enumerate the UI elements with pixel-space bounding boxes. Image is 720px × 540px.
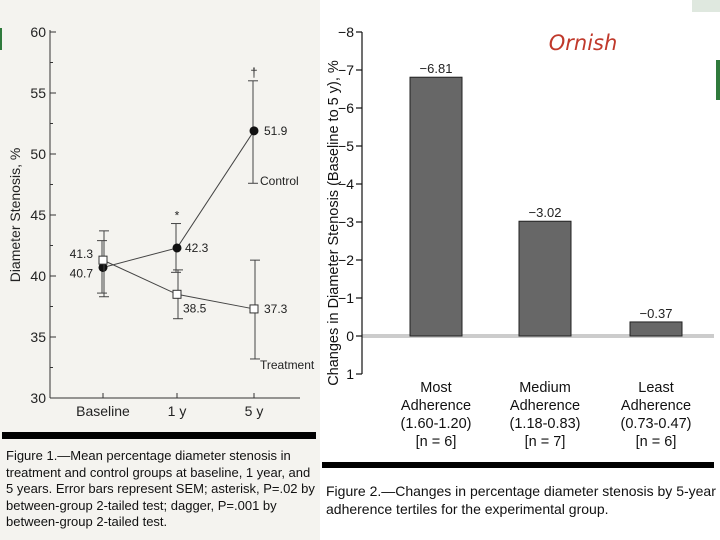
bar: [629, 321, 683, 337]
y-tick-label: −1: [338, 290, 354, 306]
dagger-annotation: †: [250, 65, 257, 80]
chart-title: Ornish: [549, 31, 618, 55]
point-label: 42.3: [185, 241, 209, 255]
y-tick-label: 30: [30, 390, 46, 406]
y-tick-label: −7: [338, 62, 354, 78]
data-point-control: [172, 243, 182, 253]
y-axis-label: Diameter Stenosis, %: [7, 148, 23, 283]
x-tick-label: 5 y: [245, 403, 264, 419]
figure1-top-rule: [2, 432, 316, 438]
bar: [409, 76, 463, 337]
y-tick-label: −6: [338, 100, 354, 116]
figure2-top-rule: [322, 462, 714, 468]
figure1-bottom-rule: [2, 438, 316, 439]
category-label-line: Adherence: [621, 398, 691, 414]
y-tick-label: 55: [30, 85, 46, 101]
point-label: 51.9: [264, 124, 288, 138]
data-point-control: [249, 126, 259, 136]
figure2-bar-chart: 1 0 −1 −2 −3 −4 −5 −6 −7 −8 Changes in Diameter St…: [326, 24, 714, 450]
y-tick-label: 0: [346, 328, 354, 344]
slide-corner-strip: [692, 0, 720, 12]
category-label-line: Adherence: [510, 398, 580, 414]
category-label-line: (1.60-1.20): [401, 416, 472, 432]
point-label: 40.7: [70, 266, 94, 280]
y-tick-label: −5: [338, 138, 354, 154]
y-tick-label: −8: [338, 24, 354, 40]
series-name-control: Control: [260, 174, 299, 188]
category-label-line: Least: [638, 380, 673, 396]
category-label-line: [n = 6]: [416, 434, 457, 450]
x-tick-label: Baseline: [76, 403, 130, 419]
slide-edge-mark-right: [716, 60, 720, 100]
bar-value-label: −0.37: [640, 306, 673, 321]
bar-value-label: −6.81: [420, 61, 453, 76]
y-tick-label: 40: [30, 268, 46, 284]
y-axis-label: Changes in Diameter Stenosis (Baseline t…: [326, 60, 342, 386]
x-tick-label: 1 y: [168, 403, 187, 419]
slide-edge-mark-left: [0, 28, 2, 50]
point-label: 41.3: [70, 247, 94, 261]
y-tick-label: 1: [346, 366, 354, 382]
y-tick-label: −4: [338, 176, 354, 192]
point-label: 38.5: [183, 301, 207, 315]
series-name-treatment: Treatment: [260, 358, 315, 372]
category-label-line: (0.73-0.47): [621, 416, 692, 432]
y-tick-label: −2: [338, 252, 354, 268]
asterisk-annotation: *: [175, 209, 180, 223]
bar: [518, 220, 572, 337]
data-point-control: [98, 262, 108, 272]
category-label-line: Most: [420, 380, 451, 396]
category-label-line: Medium: [519, 380, 571, 396]
y-tick-label: 35: [30, 329, 46, 345]
data-point-treatment: [98, 255, 108, 265]
y-tick-label: 60: [30, 24, 46, 40]
y-tick-label: −3: [338, 214, 354, 230]
category-label-line: [n = 6]: [636, 434, 677, 450]
category-label-line: [n = 7]: [525, 434, 566, 450]
category-label-line: Adherence: [401, 398, 471, 414]
data-point-treatment: [172, 289, 182, 299]
figure2-caption: Figure 2.—Changes in percentage diameter…: [326, 483, 716, 517]
category-label-line: (1.18-0.83): [510, 416, 581, 432]
figure1-panel: [0, 0, 320, 540]
y-tick-label: 50: [30, 146, 46, 162]
figure1-caption: Figure 1.—Mean percentage diameter steno…: [6, 448, 315, 529]
point-label: 37.3: [264, 302, 288, 316]
data-point-treatment: [249, 304, 259, 314]
bar-value-label: −3.02: [529, 205, 562, 220]
figure1-line-chart: 30 35 40 45 50 55 60 Baseline 1 y 5 y Diameter Ste…: [7, 24, 315, 419]
y-tick-label: 45: [30, 207, 46, 223]
